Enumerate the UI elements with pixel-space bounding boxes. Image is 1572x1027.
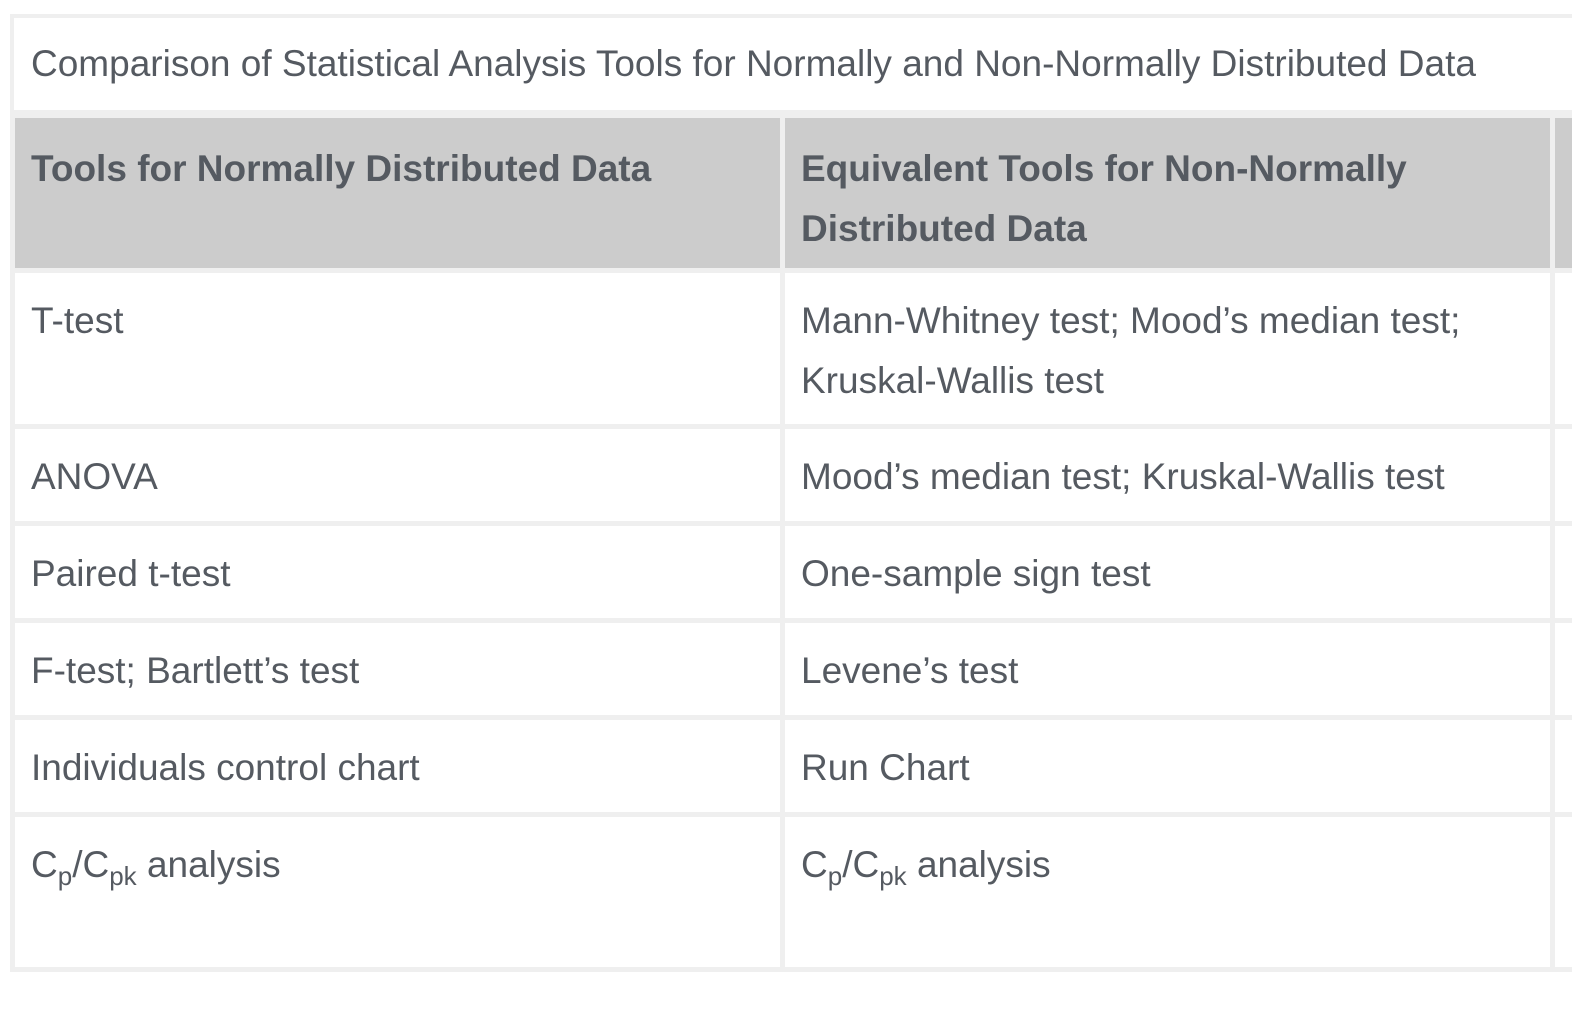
cell-extra [1555,526,1572,618]
cell-normal: Individuals control chart [15,720,780,812]
table-row: T-test Mann-Whitney test; Mood’s median … [15,273,1572,424]
cell-extra [1555,623,1572,715]
header-row: Tools for Normally Distributed Data Equi… [15,118,1572,268]
table-row: F-test; Bartlett’s test Levene’s test [15,623,1572,715]
cell-non-normal: Mann-Whitney test; Mood’s median test; K… [785,273,1550,424]
cell-extra [1555,720,1572,812]
table-frame: Comparison of Statistical Analysis Tools… [10,14,1572,972]
cpk-letter: /C [72,844,110,885]
cell-extra [1555,817,1572,967]
cell-non-normal: Mood’s median test; Kruskal-Wallis test [785,429,1550,521]
cell-non-normal: Levene’s test [785,623,1550,715]
table-row: Paired t-test One-sample sign test [15,526,1572,618]
header-third-column [1555,118,1572,268]
table-row: Cp/Cpk analysis Cp/Cpk analysis [15,817,1572,967]
cell-normal: Paired t-test [15,526,780,618]
cp-letter: C [31,844,58,885]
analysis-text: analysis [906,844,1051,885]
cpk-subscript: pk [879,861,907,891]
tools-comparison-table: Tools for Normally Distributed Data Equi… [10,113,1572,972]
cell-non-normal-cp-cpk: Cp/Cpk analysis [785,817,1550,967]
cp-subscript: p [827,861,843,891]
cell-non-normal: One-sample sign test [785,526,1550,618]
analysis-text: analysis [136,844,281,885]
cell-extra [1555,429,1572,521]
cpk-subscript: pk [109,861,137,891]
cell-normal: T-test [15,273,780,424]
cp-letter: C [801,844,828,885]
cell-normal: ANOVA [15,429,780,521]
table-row: Individuals control chart Run Chart [15,720,1572,812]
cell-normal: F-test; Bartlett’s test [15,623,780,715]
header-non-normal-tools: Equivalent Tools for Non-Normally Distri… [785,118,1550,268]
cpk-letter: /C [842,844,880,885]
table-row: ANOVA Mood’s median test; Kruskal-Wallis… [15,429,1572,521]
cell-non-normal: Run Chart [785,720,1550,812]
header-normal-tools: Tools for Normally Distributed Data [15,118,780,268]
cp-subscript: p [57,861,73,891]
table-caption: Comparison of Statistical Analysis Tools… [14,18,1572,110]
cell-extra [1555,273,1572,424]
cell-normal-cp-cpk: Cp/Cpk analysis [15,817,780,967]
